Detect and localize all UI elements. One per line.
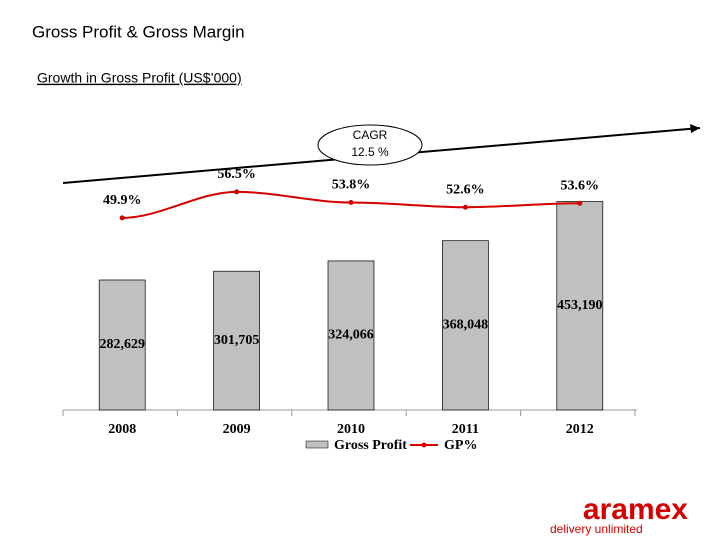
bar <box>442 240 489 411</box>
line-point <box>462 204 468 210</box>
legend-swatch-point <box>421 442 427 448</box>
bar <box>327 260 375 411</box>
bar-value-label: 453,190 <box>557 298 603 313</box>
bar-value-label: 324,066 <box>328 328 374 343</box>
line-point <box>234 189 240 195</box>
logo-tagline: delivery unlimited <box>550 522 643 536</box>
legend-label: GP% <box>444 438 477 453</box>
line-point <box>119 215 125 221</box>
line-value-label: 53.8% <box>332 178 371 193</box>
bar-value-label: 282,629 <box>99 337 145 352</box>
x-tick-label: 2012 <box>566 422 594 437</box>
x-tick-label: 2011 <box>452 422 479 437</box>
x-tick-label: 2008 <box>108 422 136 437</box>
line-value-label: 56.5% <box>217 167 256 182</box>
bar <box>556 201 604 411</box>
cagr-bubble <box>317 124 423 166</box>
line-value-label: 52.6% <box>446 182 485 197</box>
chart-title: Gross Profit & Gross Margin <box>32 22 245 41</box>
bar <box>213 270 260 411</box>
line-point <box>348 199 354 205</box>
cagr-value: 12.5 % <box>351 145 389 159</box>
cagr-label: CAGR <box>353 128 388 142</box>
legend-swatch <box>305 440 329 449</box>
x-tick-label: 2009 <box>223 422 251 437</box>
cagr-arrowhead <box>690 124 700 133</box>
bar-value-label: 368,048 <box>443 318 489 333</box>
logo-name: aramex <box>583 493 688 526</box>
bar <box>98 279 146 411</box>
legend-label: Gross Profit <box>334 438 407 453</box>
bar-value-label: 301,705 <box>214 333 260 348</box>
chart-subtitle: Growth in Gross Profit (US$’000) <box>37 70 242 86</box>
line-value-label: 49.9% <box>103 193 142 208</box>
line-point <box>577 200 583 206</box>
x-tick-label: 2010 <box>337 422 365 437</box>
line-value-label: 53.6% <box>561 178 600 193</box>
